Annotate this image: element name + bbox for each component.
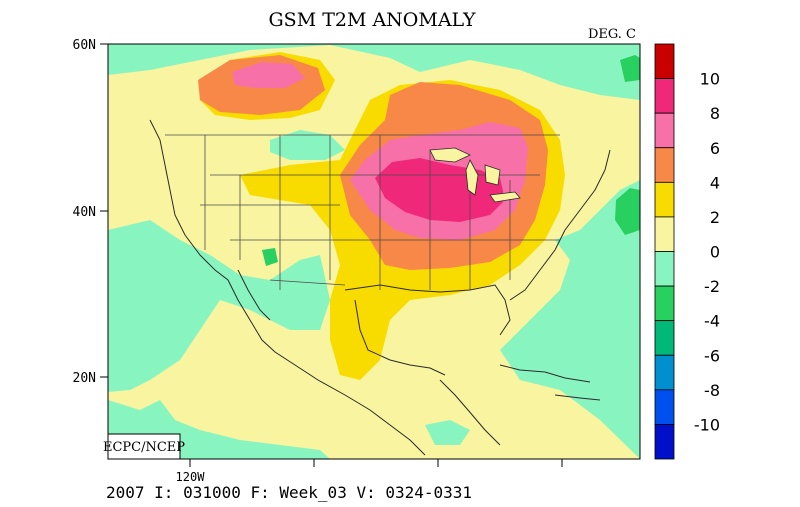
legend-label: 2 <box>710 208 720 227</box>
legend-label: -8 <box>704 381 720 400</box>
cool-patch-plains <box>270 130 345 160</box>
very-hot-region-northwest <box>232 62 305 88</box>
units-label: DEG. C <box>588 27 636 42</box>
legend-label: -2 <box>704 277 720 296</box>
great-lakes <box>429 147 521 203</box>
legend-label: 6 <box>710 139 720 158</box>
legend-label: 8 <box>710 104 720 123</box>
legend-label: -4 <box>704 312 720 331</box>
legend-swatch <box>654 112 675 149</box>
axis-ticks <box>100 43 563 467</box>
legend-label: 0 <box>710 243 720 262</box>
legend-label: -10 <box>694 415 720 434</box>
legend-swatch <box>654 251 675 287</box>
cold-spot-atlantic <box>615 188 640 235</box>
lat-label-60n: 60N <box>73 38 96 53</box>
legend-swatch <box>654 320 675 356</box>
legend-label: 4 <box>710 173 720 192</box>
legend-swatch <box>654 216 675 252</box>
legend-label: 10 <box>700 70 720 89</box>
lat-label-20n: 20N <box>73 371 96 386</box>
coastlines <box>149 119 611 456</box>
legend-swatch <box>654 78 675 114</box>
map-frame <box>107 43 641 460</box>
credit-box <box>107 433 181 460</box>
legend-swatch <box>654 285 675 322</box>
cool-region-atlantic <box>500 180 640 459</box>
legend-swatch <box>654 43 675 79</box>
legend-swatch <box>654 181 675 218</box>
lat-label-40n: 40N <box>73 205 96 220</box>
legend-swatch <box>654 147 675 183</box>
legend-label: -6 <box>704 346 720 365</box>
anomaly-field <box>108 44 640 459</box>
map-title: GSM T2M ANOMALY <box>269 9 476 31</box>
lon-label-120w: 120W <box>176 470 206 484</box>
legend-swatch <box>654 424 675 460</box>
color-legend: 10 8 6 4 2 0 -2 -4 -6 -8 -10 <box>654 43 720 460</box>
legend-swatch <box>654 389 675 425</box>
cold-spot-north <box>620 55 640 82</box>
cool-region-north <box>108 44 640 100</box>
credit-label: ECPC/NCEP <box>103 440 185 455</box>
cool-patch-central-america <box>425 420 470 445</box>
footer-run-info: 2007 I: 031000 F: Week_03 V: 0324-0331 <box>106 483 472 502</box>
cold-spot-southwest <box>262 248 278 266</box>
legend-swatch <box>654 354 675 391</box>
cool-region-west <box>108 220 330 392</box>
